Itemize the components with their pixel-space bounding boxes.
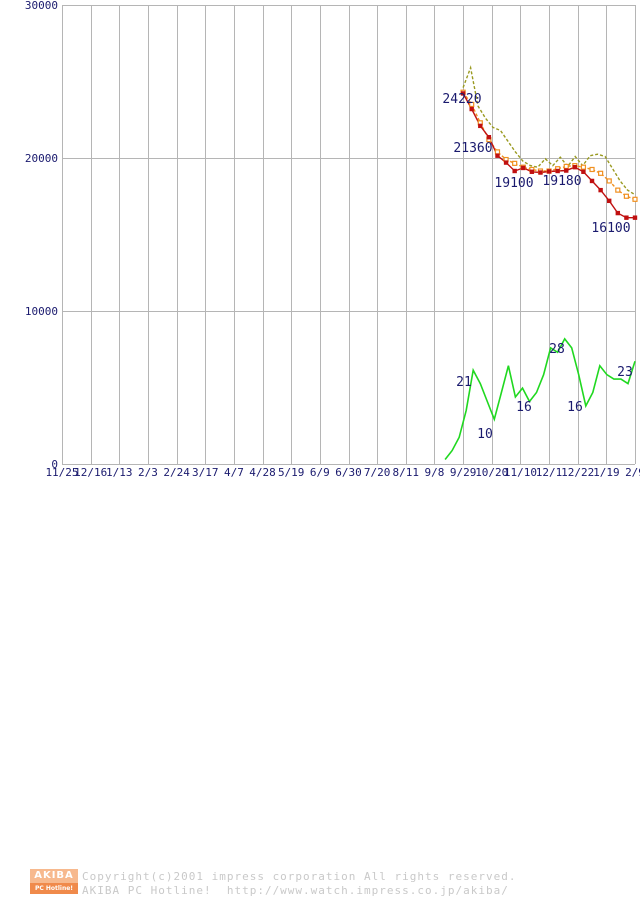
series-marker-price-min [598,187,603,193]
x-tick-label: 2/3 [138,466,158,479]
series-marker-price-min [460,91,466,96]
series-marker-price-avg [606,178,612,184]
price-chart: 0 10000 20000 30000 11/25 12/16 1/13 2/3 2/24 3/… [25,0,640,479]
x-tick-label: 4/7 [224,466,244,479]
y-axis-labels: 0 10000 20000 30000 [25,0,58,471]
price-point-label: 19180 [542,174,581,189]
x-tick-label: 11/10 [504,466,537,479]
series-line-price-max [462,65,636,196]
akiba-logo: AKIBA PC Hotline! [30,869,78,895]
x-tick-label: 1/13 [106,466,133,479]
series-marker-price-avg [632,196,638,202]
series-marker-price-min [503,160,509,165]
count-point-label: 28 [549,342,565,357]
series-marker-price-avg [589,166,595,173]
x-tick-label: 5/19 [278,466,305,479]
akiba-logo-bottom-text: PC Hotline! [30,883,78,894]
x-tick-label: 2/24 [163,466,190,479]
y-tick-label: 20000 [25,152,58,165]
copyright-text: Copyright(c)2001 impress corporation All… [82,870,517,883]
x-tick-label: 9/29 [450,466,477,479]
series-markers [460,89,638,220]
count-point-label: 16 [516,400,532,415]
x-tick-label: 11/25 [45,466,78,479]
series-marker-price-min [632,215,638,220]
akiba-logo-top-text: AKIBA [30,869,78,883]
data-point-labels: 24220 21360 19100 19180 16100 21 10 16 28 16 23 [442,92,632,442]
series-marker-price-avg [469,101,475,108]
series-marker-price-min [607,198,612,204]
series-marker-price-min [486,134,492,140]
series-marker-price-avg [615,187,621,193]
series-marker-price-min [615,210,621,216]
x-tick-label: 8/11 [393,466,420,479]
site-url-text: AKIBA PC Hotline! http://www.watch.impre… [82,884,509,897]
series-marker-price-min [538,170,543,175]
count-point-label: 21 [456,375,472,390]
x-tick-label: 3/17 [192,466,219,479]
x-tick-label: 12/1 [536,466,563,479]
x-tick-label: 12/16 [74,466,107,479]
series-marker-price-min [521,165,526,171]
x-tick-label: 6/30 [335,466,362,479]
price-point-label: 16100 [591,221,630,236]
series-marker-price-min [581,169,586,174]
count-point-label: 10 [477,427,493,442]
series-marker-price-min [546,169,552,174]
count-point-label: 16 [567,400,583,415]
series-marker-price-min [495,153,500,158]
series-marker-price-min [555,168,560,174]
x-tick-label: 10/20 [475,466,508,479]
series-line-shop-count [444,337,636,460]
x-tick-label: 6/9 [310,466,330,479]
y-tick-label: 30000 [25,0,58,12]
series-marker-price-avg [494,149,501,155]
price-point-label: 21360 [453,141,492,156]
series-marker-price-min [589,178,595,184]
series-marker-price-min [529,169,535,174]
series-marker-price-avg [623,193,630,199]
series-marker-price-min [564,168,569,173]
x-tick-label: 4/28 [249,466,276,479]
series-marker-price-avg [598,170,604,176]
series-marker-price-min [478,123,483,129]
grid-lines [62,5,636,465]
y-tick-label: 0 [51,458,58,471]
series-marker-price-avg [563,163,569,170]
series-marker-price-min [512,168,517,174]
x-tick-label: 2/9 [625,466,640,479]
price-point-label: 24220 [442,92,481,107]
y-tick-label: 10000 [25,305,58,318]
count-point-label: 23 [617,365,633,380]
series-marker-price-min [624,215,629,220]
x-tick-label: 7/20 [364,466,391,479]
x-tick-label: 12/22 [561,466,594,479]
price-point-label: 19100 [494,176,533,191]
x-tick-label: 9/8 [425,466,445,479]
series-marker-price-min [469,106,474,112]
series-marker-price-avg [580,164,587,170]
x-tick-label: 1/19 [593,466,620,479]
series-marker-price-avg [512,160,518,166]
series-marker-price-min [572,164,578,170]
